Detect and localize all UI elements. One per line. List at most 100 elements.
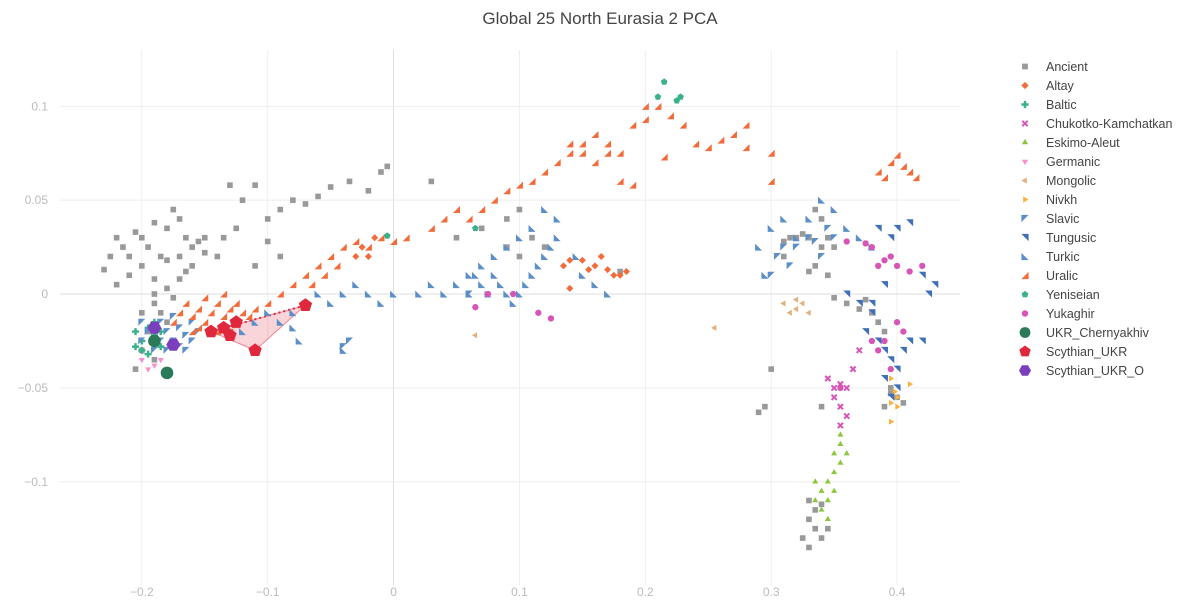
point-ancient[interactable]: [384, 163, 391, 170]
point-ancient[interactable]: [157, 310, 164, 316]
point-uralic[interactable]: [604, 149, 612, 157]
point-turkic[interactable]: [352, 281, 360, 289]
point-ancient[interactable]: [139, 310, 145, 316]
point-ancient[interactable]: [170, 294, 177, 301]
point-turkic[interactable]: [390, 290, 398, 298]
point-ancient[interactable]: [806, 516, 812, 523]
point-uralic[interactable]: [289, 281, 297, 289]
point-uralic[interactable]: [692, 140, 700, 148]
point-turkic[interactable]: [528, 271, 536, 279]
point-uralic[interactable]: [220, 313, 228, 321]
point-turkic[interactable]: [415, 290, 423, 298]
point-ancient[interactable]: [887, 390, 894, 397]
point-yukaghir[interactable]: [900, 328, 907, 335]
point-ancient[interactable]: [264, 216, 271, 222]
point-uralic[interactable]: [188, 313, 196, 321]
point-tungusic[interactable]: [893, 224, 901, 232]
point-uralic[interactable]: [641, 115, 649, 123]
point-ancient[interactable]: [302, 201, 309, 207]
point-uralic[interactable]: [251, 305, 259, 313]
point-turkic[interactable]: [276, 318, 284, 326]
point-ancient[interactable]: [164, 257, 170, 264]
point-ancient[interactable]: [315, 193, 321, 200]
point-uralic[interactable]: [264, 299, 272, 307]
point-ancient[interactable]: [126, 272, 133, 279]
point-slavic[interactable]: [346, 337, 354, 345]
point-tungusic[interactable]: [887, 393, 895, 401]
point-ancient[interactable]: [831, 244, 837, 250]
point-eskimo-aleut[interactable]: [812, 497, 819, 503]
series-turkic[interactable]: [239, 196, 876, 354]
point-yukaghir[interactable]: [906, 268, 913, 275]
legend-swatch-germanic[interactable]: [1021, 159, 1029, 166]
legend-item-altay[interactable]: Altay: [1016, 76, 1172, 95]
point-uralic[interactable]: [906, 168, 914, 176]
point-altay[interactable]: [371, 234, 379, 242]
point-yukaghir[interactable]: [547, 315, 555, 322]
point-turkic[interactable]: [339, 290, 347, 298]
point-slavic[interactable]: [792, 243, 800, 251]
point-tungusic[interactable]: [918, 337, 926, 345]
series-eskimo-aleut[interactable]: [812, 431, 850, 522]
point-chukotko-kamchatkan[interactable]: [855, 347, 863, 354]
legend-item-uralic[interactable]: Uralic: [1016, 266, 1172, 285]
legend-swatch-yukaghir[interactable]: [1021, 310, 1029, 317]
point-turkic[interactable]: [553, 215, 561, 223]
point-uralic[interactable]: [478, 206, 486, 214]
series-scythian-ukr-o[interactable]: [147, 321, 181, 351]
point-ancient[interactable]: [151, 300, 158, 307]
point-tungusic[interactable]: [868, 299, 876, 307]
point-ancient[interactable]: [139, 263, 145, 269]
point-uralic[interactable]: [453, 206, 461, 214]
point-tungusic[interactable]: [843, 290, 851, 298]
point-turkic[interactable]: [465, 271, 473, 279]
point-uralic[interactable]: [578, 149, 586, 157]
legend[interactable]: Ancient Altay Baltic Chukotko-Kamchatkan Esk…: [1016, 57, 1172, 380]
point-uralic[interactable]: [239, 309, 247, 317]
point-nivkh[interactable]: [889, 375, 895, 382]
point-uralic[interactable]: [604, 140, 612, 148]
point-uralic[interactable]: [352, 237, 360, 245]
point-turkic[interactable]: [471, 271, 479, 279]
point-baltic[interactable]: [157, 343, 165, 351]
point-turkic[interactable]: [509, 299, 517, 307]
point-uralic[interactable]: [629, 121, 637, 129]
point-ancient[interactable]: [176, 276, 183, 282]
point-uralic[interactable]: [176, 309, 184, 317]
point-germanic[interactable]: [138, 357, 145, 364]
point-uralic[interactable]: [717, 136, 725, 144]
point-turkic[interactable]: [780, 215, 788, 223]
point-altay[interactable]: [578, 256, 586, 264]
point-ancient[interactable]: [113, 281, 120, 288]
point-uralic[interactable]: [339, 243, 347, 251]
point-uralic[interactable]: [194, 305, 202, 313]
series-uralic[interactable]: [169, 102, 920, 336]
point-turkic[interactable]: [578, 271, 586, 279]
point-ancient[interactable]: [252, 263, 258, 269]
legend-swatch-eskimo-aleut[interactable]: [1021, 138, 1029, 145]
point-ancient[interactable]: [164, 319, 170, 325]
point-uralic[interactable]: [314, 262, 322, 270]
point-ancient[interactable]: [875, 319, 881, 325]
point-turkic[interactable]: [761, 271, 769, 279]
legend-swatch-scythian-ukr[interactable]: [1019, 345, 1031, 357]
point-tungusic[interactable]: [887, 234, 895, 242]
point-slavic[interactable]: [169, 313, 177, 321]
point-uralic[interactable]: [207, 309, 215, 317]
point-ancient[interactable]: [768, 366, 774, 372]
point-uralic[interactable]: [767, 177, 775, 185]
point-ancient[interactable]: [516, 206, 523, 213]
point-uralic[interactable]: [201, 294, 209, 302]
point-slavic[interactable]: [188, 318, 196, 326]
point-yukaghir[interactable]: [843, 238, 850, 245]
point-turkic[interactable]: [490, 271, 498, 279]
legend-swatch-turkic[interactable]: [1021, 252, 1029, 261]
point-turkic[interactable]: [604, 290, 612, 298]
point-yukaghir[interactable]: [472, 304, 479, 311]
point-ancient[interactable]: [195, 238, 202, 245]
point-yukaghir[interactable]: [868, 337, 876, 345]
point-turkic[interactable]: [503, 290, 511, 298]
point-turkic[interactable]: [553, 234, 561, 242]
point-yeniseian[interactable]: [673, 97, 681, 104]
point-chukotko-kamchatkan[interactable]: [824, 375, 832, 382]
